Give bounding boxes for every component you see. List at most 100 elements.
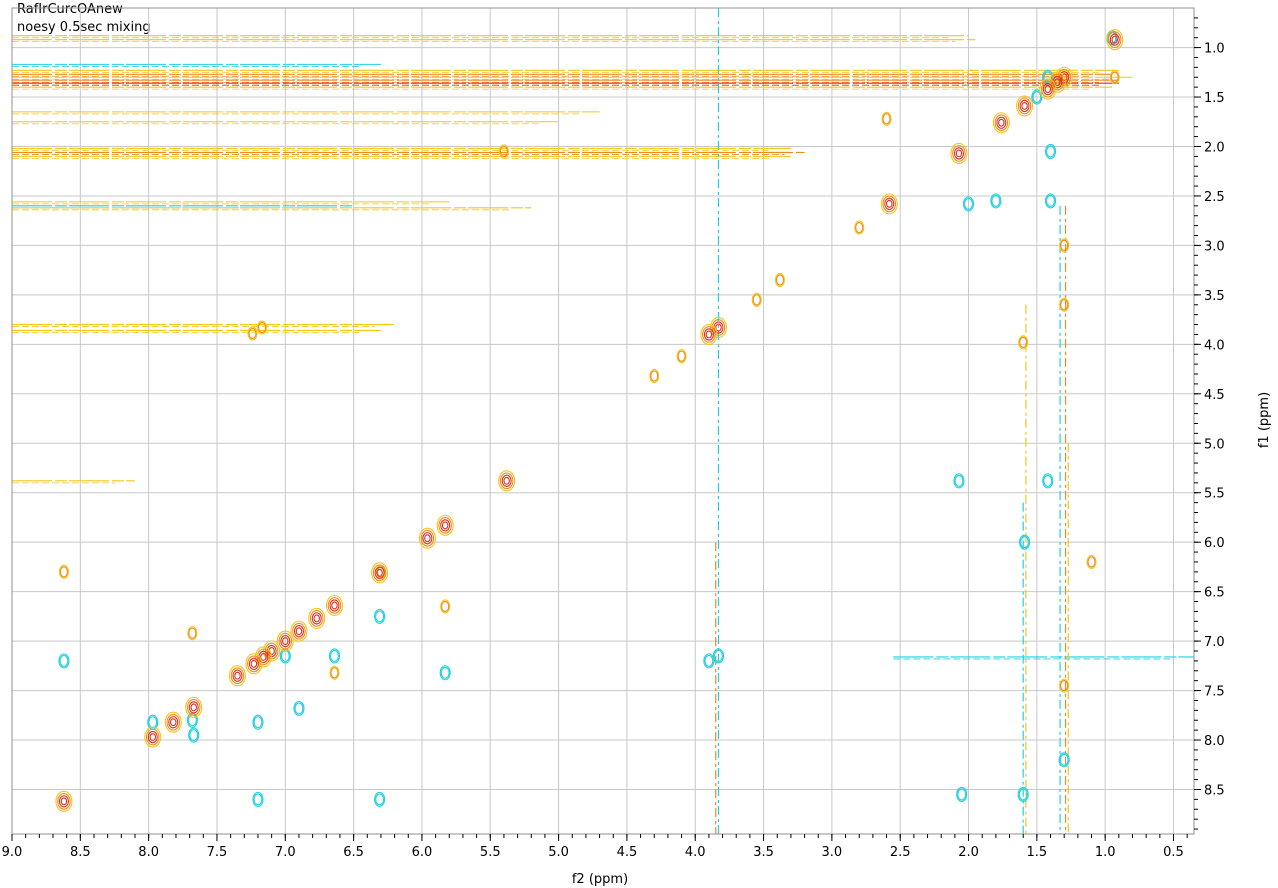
- positive-cross-peak: [1059, 297, 1070, 312]
- negative-cross-peak: [374, 791, 386, 807]
- diagonal-peak: [293, 625, 304, 638]
- diagonal-peak: [149, 733, 157, 742]
- x-tick-label: 2.0: [958, 845, 979, 860]
- negative-cross-peak: [294, 702, 304, 715]
- positive-cross-peak: [1059, 678, 1070, 693]
- diagonal-peak: [278, 632, 293, 650]
- diagonal-peak: [994, 114, 1009, 132]
- positive-cross-peak: [59, 566, 68, 578]
- positive-cross-peak: [881, 111, 892, 126]
- positive-cross-peak: [441, 600, 450, 613]
- negative-cross-peak: [252, 791, 264, 807]
- negative-cross-peak: [964, 197, 973, 210]
- positive-cross-peak: [498, 144, 509, 159]
- diagonal-peak: [1111, 35, 1119, 44]
- diagonal-peak: [329, 599, 340, 612]
- positive-cross-peak: [1110, 71, 1119, 83]
- diagonal-peak: [1040, 80, 1055, 98]
- positive-cross-peak: [650, 370, 659, 382]
- negative-cross-peak: [293, 700, 305, 716]
- negative-cross-peak: [1043, 71, 1053, 84]
- negative-cross-peak: [1019, 534, 1031, 550]
- negative-cross-peak: [1017, 786, 1029, 802]
- x-tick-label: 1.5: [1027, 845, 1048, 860]
- y-tick-label: 1.5: [1204, 91, 1225, 106]
- x-axis: 9.0 8.5 8.0 7.5 7.0 6.5 6.0 5.5 5.0 4.5 4.0 3.5 3.0 2…: [2, 834, 1188, 860]
- negative-cross-peak: [188, 727, 200, 743]
- y-tick-label: 2.5: [1204, 190, 1225, 205]
- x-tick-label: 8.0: [138, 845, 159, 860]
- diagonal-peak: [232, 669, 243, 682]
- y-axis: 1.0 1.5 2.0 2.5 3.0 3.5 4.0 4.5 5.0 5.5 6.0 6.5 7.0 7…: [1194, 17, 1225, 830]
- diagonal-peak: [1042, 82, 1053, 96]
- negative-cross-peak: [956, 786, 968, 802]
- diagonal-peak: [371, 562, 389, 584]
- negative-cross-peak: [1032, 91, 1042, 104]
- negative-cross-peak: [374, 608, 386, 624]
- diagonal-peak: [58, 795, 69, 808]
- diagonal-peak: [441, 521, 449, 530]
- x-tick-label: 6.0: [412, 845, 433, 860]
- positive-cross-peak: [247, 326, 258, 341]
- diagonal-peak: [295, 627, 303, 636]
- negative-cross-peak: [991, 194, 1001, 207]
- diagonal-peak: [1044, 85, 1052, 94]
- plot-frame: [11, 7, 1195, 835]
- positive-cross-peak: [1059, 238, 1070, 253]
- negative-cross-peak: [1043, 474, 1053, 487]
- negative-cross-peak: [280, 649, 290, 662]
- diagonal-peak: [309, 609, 324, 627]
- positive-cross-peak: [1018, 335, 1029, 350]
- x-tick-label: 4.5: [617, 845, 638, 860]
- positive-cross-peak: [855, 221, 864, 234]
- negative-cross-peak: [439, 665, 451, 681]
- negative-cross-peak: [703, 653, 715, 669]
- diagonal-peak: [55, 790, 73, 812]
- positive-cross-peak: [1060, 679, 1069, 692]
- x-tick-label: 4.0: [685, 845, 706, 860]
- diagonal-peak: [372, 564, 387, 582]
- diagonal-peak: [145, 728, 160, 746]
- negative-cross-peak: [714, 649, 723, 662]
- diagonal-peak: [325, 594, 344, 617]
- negative-cross-peak: [1020, 536, 1030, 549]
- negative-cross-peak: [1042, 473, 1054, 489]
- diagonal-peak: [880, 193, 898, 215]
- diagonal-peak: [254, 646, 272, 668]
- negative-cross-peak: [704, 654, 714, 667]
- diagonal-peak: [700, 323, 718, 345]
- diagonal-peak: [186, 699, 201, 716]
- diagonal-peak: [996, 116, 1007, 129]
- negative-cross-peak: [1058, 752, 1070, 768]
- diagonal-peak: [308, 607, 326, 629]
- negative-cross-peak: [59, 654, 69, 667]
- diagonal-peak: [60, 797, 68, 806]
- diagonal-peak: [1021, 101, 1028, 110]
- positive-cross-peak: [187, 626, 198, 641]
- diagonal-peak: [190, 703, 198, 712]
- negative-cross-peak: [253, 793, 263, 806]
- y-tick-label: 7.5: [1204, 685, 1225, 700]
- diagonal-peak: [424, 534, 431, 543]
- diagonal-peak: [245, 653, 263, 675]
- diagonal-peak: [1106, 29, 1124, 51]
- x-tick-label: 3.5: [753, 845, 774, 860]
- diagonal-peak: [498, 470, 516, 492]
- diagonal-peak: [234, 671, 241, 680]
- diagonal-peak: [311, 612, 322, 625]
- negative-cross-peak: [712, 648, 725, 664]
- diagonal-peak: [998, 118, 1005, 127]
- x-axis-title: f2 (ppm): [572, 872, 628, 887]
- negative-cross-peak: [148, 716, 158, 729]
- diagonal-peak: [992, 112, 1010, 134]
- diagonal-peak: [57, 793, 71, 810]
- diagonal-peak: [705, 330, 713, 339]
- positive-cross-peak: [751, 292, 762, 307]
- diagonal-peak: [1060, 73, 1068, 82]
- positive-cross-peak: [677, 350, 686, 362]
- diagonal-peak: [438, 517, 452, 534]
- x-tick-label: 1.0: [1095, 845, 1116, 860]
- diagonal-peak: [886, 199, 893, 208]
- diagonal-peak: [440, 519, 451, 532]
- negative-cross-peak: [953, 473, 965, 489]
